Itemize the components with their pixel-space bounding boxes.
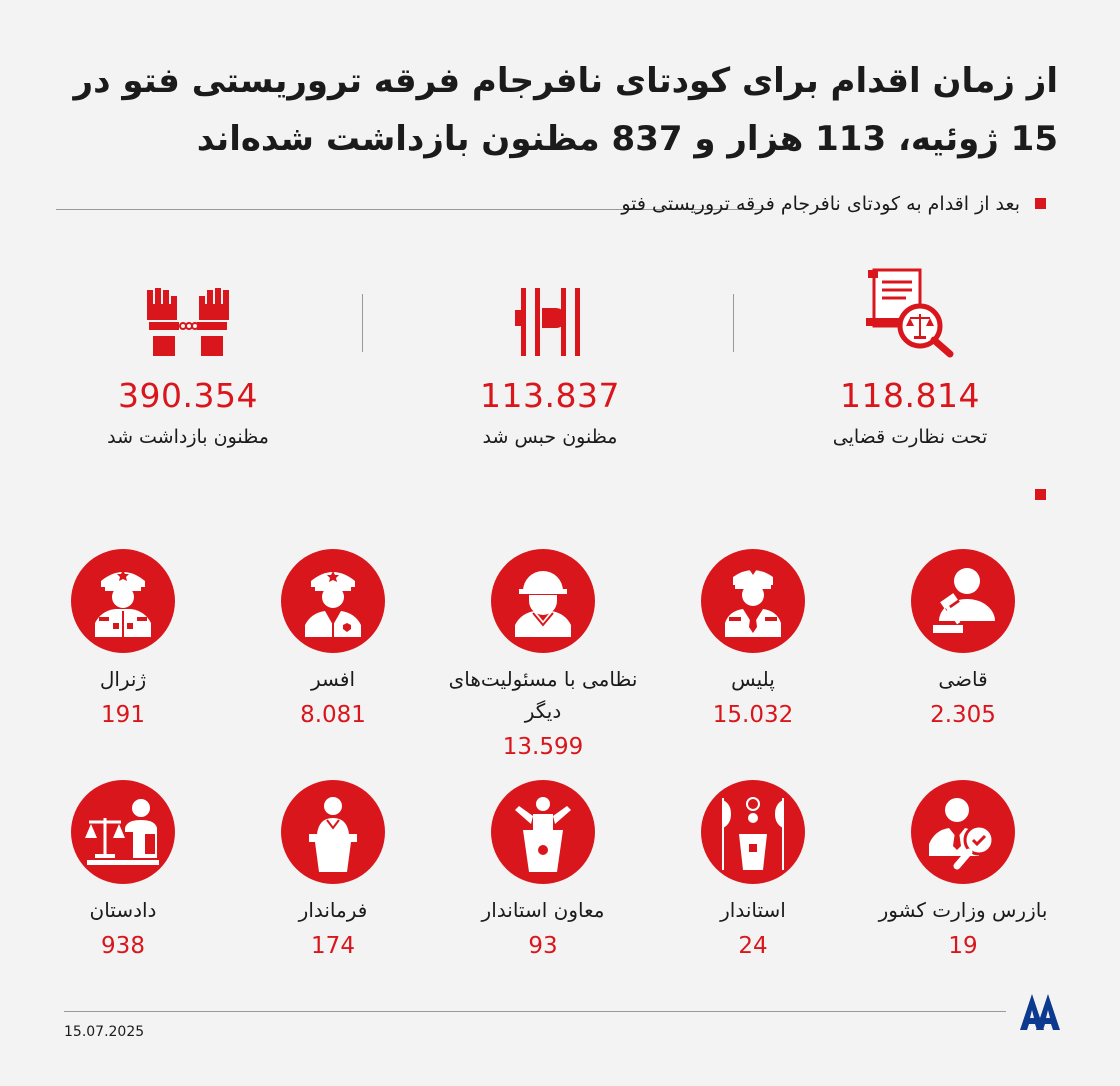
profession-judge: قاضی 2.305 (853, 549, 1073, 731)
profession-value: 15.032 (712, 702, 794, 728)
judicial-control-icon (866, 268, 954, 358)
soldier-helmet-icon (515, 571, 571, 637)
section-marker (1035, 198, 1046, 209)
stat-value: 118.814 (840, 376, 980, 415)
divider-vertical (733, 294, 734, 352)
police-officer-icon (725, 565, 781, 637)
section-subtitle: بعد از اقدام به کودتای نافرجام فرقه ترور… (621, 193, 1020, 215)
profession-label: افسر (311, 667, 355, 691)
divider-footer (64, 1011, 1006, 1012)
aa-logo (1018, 990, 1062, 1036)
handcuffed-hands-icon (147, 288, 229, 356)
profession-label: استاندار (720, 898, 786, 922)
divider-vertical (362, 294, 363, 352)
inspector-icon (929, 798, 995, 870)
stat-value: 390.354 (118, 376, 258, 415)
stat-label: مظنون حبس شد (482, 426, 618, 448)
aa-logo-icon (1020, 994, 1060, 1030)
stat-label: تحت نظارت قضایی (832, 426, 988, 448)
profession-label: نظامی با مسئولیت‌های دیگر (448, 667, 638, 723)
profession-value: 2.305 (930, 702, 996, 728)
date-label: 15.07.2025 (64, 1024, 145, 1040)
general-icon (95, 570, 151, 637)
military-officer-icon (305, 571, 361, 637)
page-title: از زمان اقدام برای کودتای نافرجام فرقه ت… (73, 61, 1058, 159)
profession-label: معاون استاندار (481, 898, 605, 922)
profession-police: پلیس 15.032 (643, 549, 863, 731)
profession-label: ژنرال (99, 667, 147, 691)
profession-label: قاضی (938, 667, 988, 691)
profession-military-other: نظامی با مسئولیت‌های دیگر 13.599 (433, 549, 653, 763)
stat-imprisoned: 113.837 مظنون حبس شد (390, 268, 710, 452)
profession-value: 938 (101, 933, 145, 959)
divider-top (56, 209, 768, 210)
profession-value: 93 (528, 933, 558, 959)
profession-value: 8.081 (300, 702, 366, 728)
profession-governor: استاندار 24 (643, 780, 863, 962)
profession-deputy-governor: معاون استاندار 93 (433, 780, 653, 962)
profession-value: 13.599 (502, 734, 584, 760)
profession-value: 174 (311, 933, 355, 959)
stat-value: 113.837 (480, 376, 620, 415)
profession-value: 24 (738, 933, 768, 959)
profession-value: 191 (101, 702, 145, 728)
profession-prosecutor: دادستان 938 (13, 780, 233, 962)
profession-inspector: بازرس وزارت کشور 19 (853, 780, 1073, 962)
profession-label: بازرس وزارت کشور (878, 898, 1048, 922)
profession-general: ژنرال 191 (13, 549, 233, 731)
governor-icon (722, 797, 784, 870)
prison-bars-icon (515, 288, 580, 356)
profession-district-governor: فرماندار 174 (223, 780, 443, 962)
prosecutor-icon (85, 799, 159, 865)
profession-officer: افسر 8.081 (223, 549, 443, 731)
profession-label: فرماندار (298, 898, 368, 922)
stat-judicial-control: 118.814 تحت نظارت قضایی (750, 268, 1070, 452)
section-marker (1035, 489, 1046, 500)
profession-label: پلیس (731, 667, 775, 691)
district-governor-icon (309, 797, 357, 872)
deputy-governor-icon (515, 797, 571, 872)
stat-detained: 390.354 مظنون بازداشت شد (28, 268, 348, 452)
stat-label: مظنون بازداشت شد (107, 426, 269, 448)
profession-label: دادستان (89, 898, 157, 922)
judge-gavel-icon (933, 568, 995, 633)
profession-value: 19 (948, 933, 978, 959)
